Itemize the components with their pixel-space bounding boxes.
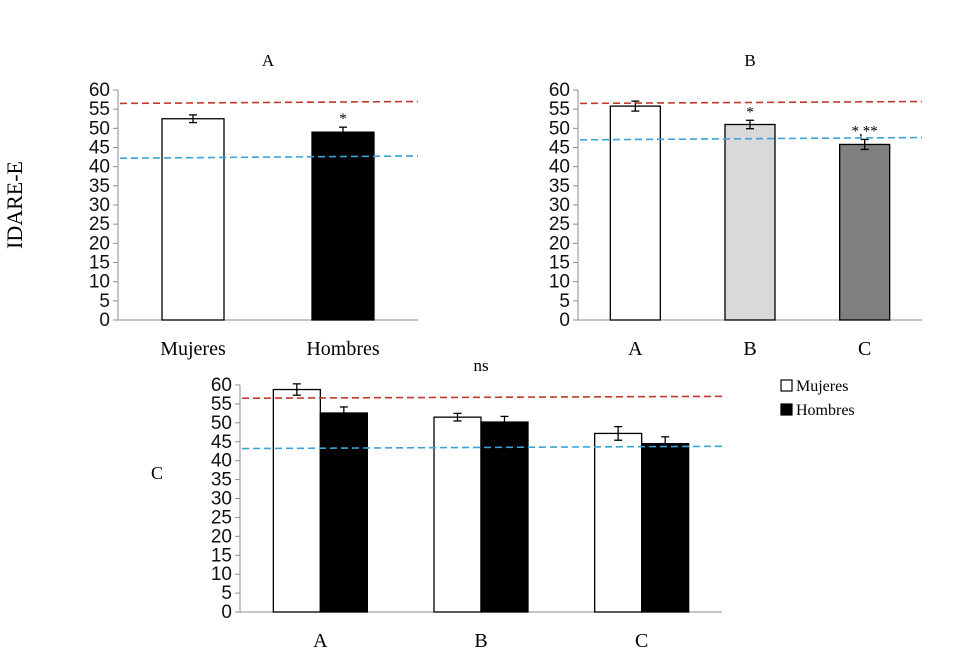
y-tick-label: 35 bbox=[211, 470, 232, 491]
y-tick-label: 40 bbox=[211, 451, 232, 472]
reference-line bbox=[579, 136, 923, 141]
y-tick-label: 50 bbox=[549, 118, 570, 139]
x-tick-label: Hombres bbox=[306, 338, 380, 360]
x-tick-label: Mujeres bbox=[160, 338, 226, 360]
legend-swatch bbox=[780, 403, 793, 416]
bar bbox=[433, 416, 482, 613]
y-tick-label: 10 bbox=[211, 564, 232, 585]
reference-line bbox=[119, 155, 419, 160]
x-tick-label: C bbox=[635, 630, 648, 652]
y-tick-label: 0 bbox=[99, 310, 110, 331]
y-tick-label: 45 bbox=[89, 138, 110, 159]
bar bbox=[272, 388, 321, 613]
y-tick-label: 5 bbox=[559, 291, 570, 312]
chart-title: A bbox=[262, 51, 275, 70]
y-tick-label: 15 bbox=[211, 545, 232, 566]
bar bbox=[480, 421, 529, 613]
bar bbox=[724, 123, 776, 321]
y-tick-label: 35 bbox=[549, 176, 570, 197]
y-tick-label: 10 bbox=[549, 272, 570, 293]
bar bbox=[319, 412, 368, 613]
y-tick-label: 15 bbox=[549, 253, 570, 274]
y-tick-label: 10 bbox=[89, 272, 110, 293]
y-tick-label: 5 bbox=[221, 583, 232, 604]
bar bbox=[641, 442, 690, 613]
y-tick-label: 45 bbox=[211, 432, 232, 453]
y-tick-label: 60 bbox=[89, 80, 110, 101]
y-tick-label: 20 bbox=[549, 233, 570, 254]
bar bbox=[161, 118, 225, 321]
y-tick-label: 55 bbox=[549, 99, 570, 120]
legend-label: Mujeres bbox=[796, 378, 848, 395]
y-tick-label: 20 bbox=[89, 233, 110, 254]
y-tick-label: 30 bbox=[211, 489, 232, 510]
y-tick-label: 50 bbox=[89, 118, 110, 139]
y-tick-label: 60 bbox=[549, 80, 570, 101]
y-tick-label: 50 bbox=[211, 413, 232, 434]
y-tick-label: 60 bbox=[211, 375, 232, 396]
legend-swatch bbox=[780, 379, 793, 392]
y-tick-label: 55 bbox=[211, 394, 232, 415]
significance-marker: * bbox=[339, 111, 347, 127]
y-tick-label: 20 bbox=[211, 526, 232, 547]
panel-c-side-label: C bbox=[151, 463, 163, 483]
bar bbox=[839, 143, 891, 321]
y-tick-label: 30 bbox=[89, 195, 110, 216]
x-tick-label: B bbox=[743, 338, 756, 360]
x-tick-label: B bbox=[474, 630, 487, 652]
legend-label: Hombres bbox=[796, 402, 855, 419]
y-tick-label: 25 bbox=[549, 214, 570, 235]
y-axis-label: IDARE-E bbox=[2, 161, 27, 249]
y-tick-label: 45 bbox=[549, 138, 570, 159]
y-tick-label: 35 bbox=[89, 176, 110, 197]
y-tick-label: 40 bbox=[89, 157, 110, 178]
reference-line bbox=[241, 445, 723, 450]
y-tick-label: 30 bbox=[549, 195, 570, 216]
significance-marker: * bbox=[746, 104, 754, 120]
chart-title: ns bbox=[473, 356, 488, 375]
reference-line bbox=[119, 100, 419, 105]
y-tick-label: 25 bbox=[211, 507, 232, 528]
y-tick-label: 25 bbox=[89, 214, 110, 235]
x-tick-label: A bbox=[313, 630, 328, 652]
x-tick-label: A bbox=[628, 338, 643, 360]
reference-line bbox=[241, 395, 723, 400]
y-tick-label: 55 bbox=[89, 99, 110, 120]
y-tick-label: 0 bbox=[221, 602, 232, 623]
y-tick-label: 5 bbox=[99, 291, 110, 312]
y-tick-label: 0 bbox=[559, 310, 570, 331]
bar bbox=[609, 105, 661, 321]
bar bbox=[594, 432, 643, 613]
reference-line bbox=[579, 100, 923, 105]
y-tick-label: 15 bbox=[89, 253, 110, 274]
chart-title: B bbox=[744, 51, 755, 70]
significance-marker: *,** bbox=[852, 123, 878, 139]
x-tick-label: C bbox=[858, 338, 871, 360]
y-tick-label: 40 bbox=[549, 157, 570, 178]
bar bbox=[311, 131, 375, 321]
